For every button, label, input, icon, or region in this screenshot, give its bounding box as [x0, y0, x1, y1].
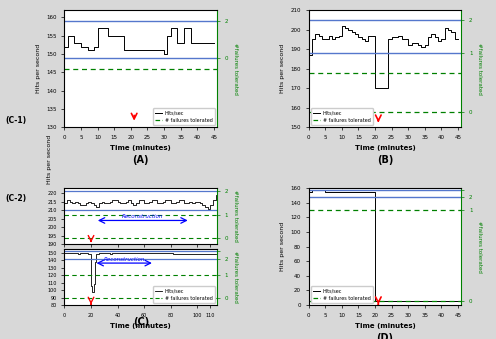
Y-axis label: #failures tolerated: #failures tolerated: [477, 43, 482, 95]
X-axis label: Time (minutes): Time (minutes): [355, 145, 415, 152]
Legend: Hits/sec, # failures tolerated: Hits/sec, # failures tolerated: [153, 286, 215, 303]
Text: (C-1): (C-1): [5, 116, 26, 125]
Y-axis label: Hits per second: Hits per second: [280, 44, 285, 93]
Legend: Hits/sec, # failures tolerated: Hits/sec, # failures tolerated: [311, 286, 372, 303]
Title: (D): (D): [376, 333, 393, 339]
Title: (B): (B): [377, 155, 393, 165]
Y-axis label: #failures tolerated: #failures tolerated: [477, 221, 482, 273]
Text: (C-2): (C-2): [5, 194, 26, 203]
Y-axis label: Hits per second: Hits per second: [280, 222, 285, 271]
X-axis label: Time (minutes): Time (minutes): [355, 323, 415, 329]
Text: Hits per second: Hits per second: [47, 135, 52, 184]
X-axis label: Time (minutes): Time (minutes): [111, 145, 171, 152]
Title: (C): (C): [132, 317, 149, 327]
Text: Reconstruction: Reconstruction: [104, 257, 145, 262]
Y-axis label: #failures tolerated: #failures tolerated: [233, 43, 238, 95]
Text: Reconstruction: Reconstruction: [122, 214, 164, 219]
Y-axis label: #failures tolerated: #failures tolerated: [233, 190, 238, 242]
Y-axis label: Hits per second: Hits per second: [36, 44, 41, 93]
Legend: Hits/sec, # failures tolerated: Hits/sec, # failures tolerated: [311, 108, 372, 125]
Legend: Hits/sec, # failures tolerated: Hits/sec, # failures tolerated: [153, 108, 215, 125]
X-axis label: Time (minutes): Time (minutes): [111, 323, 171, 329]
Y-axis label: #failures tolerated: #failures tolerated: [233, 251, 238, 303]
Title: (A): (A): [132, 155, 149, 165]
